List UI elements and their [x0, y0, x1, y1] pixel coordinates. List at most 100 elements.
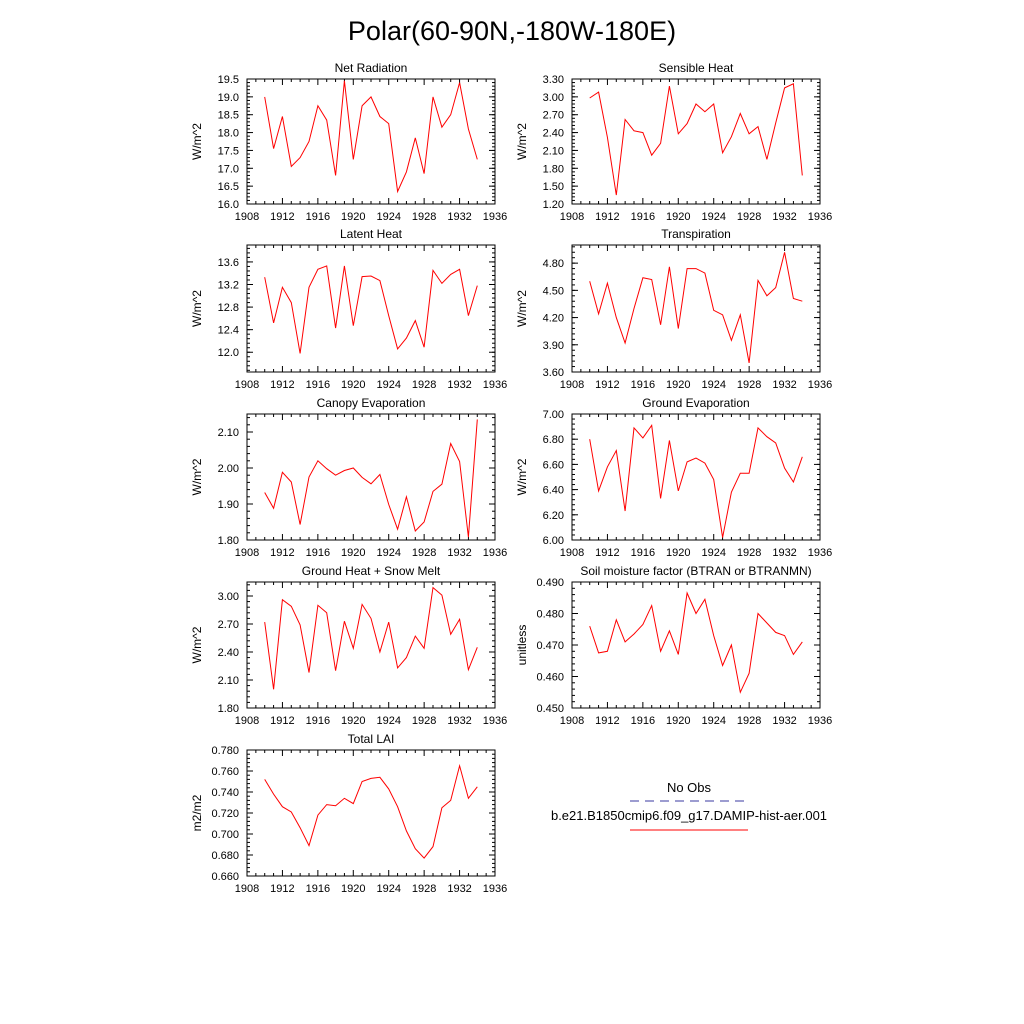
- x-tick-label: 1924: [376, 547, 400, 559]
- series-line: [264, 763, 478, 859]
- y-tick-label: 3.60: [543, 367, 564, 379]
- y-tick-label: 0.490: [536, 577, 564, 589]
- x-tick-label: 1912: [270, 547, 294, 559]
- y-tick-label: 2.10: [218, 675, 239, 687]
- x-tick-label: 1936: [483, 715, 507, 727]
- figure-title: Polar(60-90N,-180W-180E): [348, 16, 676, 46]
- y-tick-label: 0.700: [211, 829, 239, 841]
- x-tick-label: 1916: [631, 211, 655, 223]
- x-tick-label: 1924: [701, 715, 725, 727]
- x-tick-label: 1932: [772, 547, 796, 559]
- y-tick-label: 19.5: [218, 74, 239, 86]
- y-tick-label: 0.740: [211, 787, 239, 799]
- x-tick-label: 1920: [341, 715, 365, 727]
- x-tick-label: 1928: [412, 547, 436, 559]
- y-tick-label: 12.8: [218, 302, 239, 314]
- y-tick-label: 0.450: [536, 703, 564, 715]
- panel-2: Sensible Heat W/m^2 1908 1912 1916 1920 1924 19…: [515, 61, 832, 223]
- y-tick-label: 6.20: [543, 510, 564, 522]
- y-tick-label: 2.40: [543, 128, 564, 140]
- panel-title: Canopy Evaporation: [317, 396, 426, 410]
- x-tick-label: 1932: [447, 379, 471, 391]
- y-tick-label: 1.50: [543, 181, 564, 193]
- x-tick-label: 1936: [808, 547, 832, 559]
- y-tick-label: 1.20: [543, 199, 564, 211]
- x-tick-label: 1936: [483, 211, 507, 223]
- y-axis-label: unitless: [515, 625, 529, 666]
- y-tick-label: 0.760: [211, 766, 239, 778]
- y-axis-label: W/m^2: [515, 123, 529, 160]
- y-tick-label: 1.90: [218, 499, 239, 511]
- x-tick-label: 1932: [447, 715, 471, 727]
- y-tick-label: 7.00: [543, 409, 564, 421]
- x-tick-label: 1928: [737, 547, 761, 559]
- y-tick-label: 12.0: [218, 347, 239, 359]
- x-tick-label: 1928: [412, 379, 436, 391]
- x-tick-label: 1932: [447, 547, 471, 559]
- y-tick-label: 0.720: [211, 808, 239, 820]
- y-axis-label: W/m^2: [190, 626, 204, 663]
- x-tick-label: 1920: [341, 211, 365, 223]
- series-line: [589, 591, 803, 694]
- x-tick-label: 1932: [447, 211, 471, 223]
- series-line: [589, 252, 803, 363]
- x-tick-label: 1920: [341, 883, 365, 895]
- legend-model-label: b.e21.B1850cmip6.f09_g17.DAMIP-hist-aer.…: [551, 808, 827, 823]
- x-tick-label: 1936: [483, 883, 507, 895]
- y-tick-label: 2.70: [543, 110, 564, 122]
- y-tick-label: 17.5: [218, 145, 239, 157]
- x-tick-label: 1928: [737, 379, 761, 391]
- x-tick-label: 1912: [595, 211, 619, 223]
- y-tick-label: 16.0: [218, 199, 239, 211]
- series-line: [264, 586, 478, 690]
- y-tick-label: 4.20: [543, 313, 564, 325]
- y-axis-label: W/m^2: [515, 458, 529, 495]
- x-tick-label: 1916: [306, 379, 330, 391]
- panel-title: Soil moisture factor (BTRAN or BTRANMN): [580, 564, 811, 578]
- x-tick-label: 1908: [560, 379, 584, 391]
- y-tick-label: 3.00: [218, 591, 239, 603]
- y-tick-label: 4.50: [543, 285, 564, 297]
- x-tick-label: 1912: [270, 883, 294, 895]
- panel-1: Net Radiation W/m^2 1908 1912 1916 1920 1924 19…: [190, 61, 507, 223]
- x-tick-label: 1916: [631, 715, 655, 727]
- y-tick-label: 0.480: [536, 609, 564, 621]
- panel-7: Ground Heat + Snow Melt W/m^2 1908 1912 1916…: [190, 564, 507, 727]
- x-tick-label: 1908: [235, 379, 259, 391]
- x-tick-label: 1920: [341, 379, 365, 391]
- y-tick-label: 6.40: [543, 485, 564, 497]
- panel-title: Sensible Heat: [659, 61, 734, 75]
- plot-frame: [571, 244, 821, 373]
- legend-obs-label: No Obs: [667, 780, 712, 795]
- y-tick-label: 18.5: [218, 110, 239, 122]
- x-tick-label: 1912: [270, 379, 294, 391]
- x-tick-label: 1920: [666, 379, 690, 391]
- y-tick-label: 16.5: [218, 181, 239, 193]
- series-line: [264, 80, 478, 194]
- series-line: [589, 83, 803, 196]
- plot-frame: [246, 413, 496, 541]
- y-tick-label: 3.90: [543, 340, 564, 352]
- x-tick-label: 1928: [737, 211, 761, 223]
- series-line: [264, 265, 478, 354]
- y-tick-label: 18.0: [218, 128, 239, 140]
- x-tick-label: 1908: [235, 211, 259, 223]
- y-tick-label: 17.0: [218, 163, 239, 175]
- y-axis-label: W/m^2: [515, 290, 529, 327]
- x-tick-label: 1928: [737, 715, 761, 727]
- y-tick-label: 19.0: [218, 92, 239, 104]
- x-tick-label: 1916: [631, 379, 655, 391]
- y-axis-label: W/m^2: [190, 123, 204, 160]
- x-tick-label: 1936: [483, 547, 507, 559]
- y-tick-label: 13.2: [218, 280, 239, 292]
- y-tick-label: 0.460: [536, 672, 564, 684]
- plot-frame: [246, 749, 496, 877]
- y-tick-label: 3.00: [543, 92, 564, 104]
- plot-frame: [571, 413, 821, 541]
- panel-9: Total LAI m2/m2 1908 1912 1916 1920 1924 1928 19…: [190, 732, 507, 895]
- y-tick-label: 2.10: [218, 427, 239, 439]
- x-tick-label: 1924: [376, 379, 400, 391]
- y-tick-label: 6.60: [543, 459, 564, 471]
- x-tick-label: 1908: [235, 715, 259, 727]
- x-tick-label: 1920: [341, 547, 365, 559]
